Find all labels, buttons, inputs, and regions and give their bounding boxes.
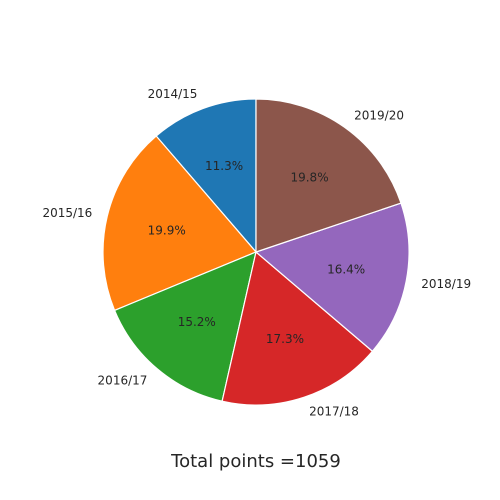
pie-slice-2014-15 <box>155 98 257 254</box>
percent-label: 11.3% <box>205 159 243 173</box>
percent-label: 19.8% <box>290 170 328 184</box>
pie-slice-2016-17 <box>113 251 257 402</box>
percent-label: 19.9% <box>148 224 186 238</box>
pie-slice-2017-18 <box>221 250 374 406</box>
percent-label: 17.3% <box>266 332 304 346</box>
category-label: 2016/17 <box>98 374 148 388</box>
percent-label: 16.4% <box>327 262 365 276</box>
category-label: 2014/15 <box>148 87 198 101</box>
pie-wedges <box>102 98 410 406</box>
pie-slice-2015-16 <box>102 135 257 312</box>
x-axis-label: Total points =1059 <box>170 451 341 472</box>
category-label: 2018/19 <box>421 277 471 291</box>
category-label: 2017/18 <box>309 405 359 419</box>
percent-labels: 11.3% 19.9% 15.2% 17.3% 16.4% 19.8% <box>148 159 366 346</box>
pie-slice-2018-19 <box>254 202 410 353</box>
category-labels: 2014/15 2015/16 2016/17 2017/18 2018/19 2019/… <box>42 87 471 419</box>
category-label: 2019/20 <box>354 108 404 122</box>
percent-label: 15.2% <box>178 315 216 329</box>
pie-slice-2019-20 <box>255 98 402 253</box>
category-label: 2015/16 <box>42 206 92 220</box>
